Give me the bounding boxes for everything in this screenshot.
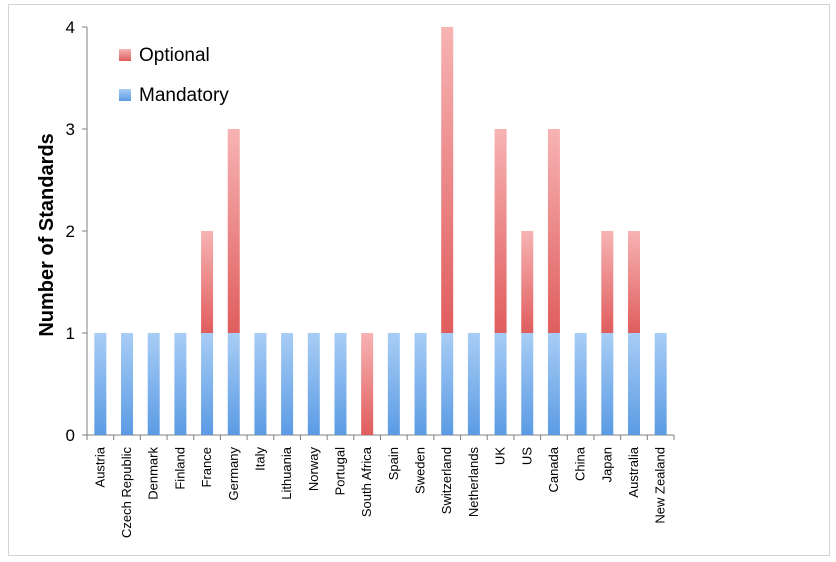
x-tick-label: Spain xyxy=(386,447,401,480)
bar-mandatory xyxy=(627,333,640,435)
bar-mandatory xyxy=(334,333,347,435)
x-tick-label: New Zealand xyxy=(653,447,668,524)
bar-mandatory xyxy=(147,333,160,435)
bar-mandatory xyxy=(174,333,187,435)
bar-optional xyxy=(494,129,507,333)
x-tick-label: Germany xyxy=(226,447,241,501)
x-tick-label: Denmark xyxy=(146,447,161,500)
x-tick-label: Austria xyxy=(92,446,107,487)
x-tick-label: Lithuania xyxy=(279,446,294,500)
bar-optional xyxy=(601,231,614,333)
x-tick-label: South Africa xyxy=(359,446,374,517)
legend-label-mandatory: Mandatory xyxy=(139,85,229,106)
bar-optional xyxy=(201,231,214,333)
x-tick-label: Norway xyxy=(306,447,321,492)
bar-mandatory xyxy=(467,333,480,435)
bar-mandatory xyxy=(414,333,427,435)
y-tick-label: 4 xyxy=(66,18,75,37)
bar-mandatory xyxy=(307,333,320,435)
legend: Optional Mandatory xyxy=(119,45,229,106)
bar-mandatory xyxy=(201,333,214,435)
bar-mandatory xyxy=(227,333,240,435)
bar-mandatory xyxy=(254,333,267,435)
x-tick-label: Canada xyxy=(546,446,561,492)
bar-mandatory xyxy=(281,333,294,435)
bar-optional xyxy=(547,129,560,333)
x-tick-label: Italy xyxy=(252,447,267,471)
y-tick-label: 2 xyxy=(66,222,75,241)
x-tick-label: Sweden xyxy=(413,447,428,494)
legend-swatch-mandatory xyxy=(119,89,131,101)
x-tick-label: UK xyxy=(493,447,508,465)
x-tick-label: US xyxy=(519,447,534,465)
bar-mandatory xyxy=(547,333,560,435)
x-tick-label: Portugal xyxy=(332,447,347,496)
legend-label-optional: Optional xyxy=(139,45,210,66)
x-tick-label: France xyxy=(199,447,214,487)
bar-mandatory xyxy=(121,333,134,435)
x-tick-labels: Austria Czech Republic Denmark Finland Franc… xyxy=(92,446,667,538)
bar-mandatory xyxy=(441,333,454,435)
x-tick-label: Netherlands xyxy=(466,447,481,518)
x-tick-label: Czech Republic xyxy=(119,447,134,539)
stacked-bar-chart: Austria Czech Republic Denmark Finland Franc… xyxy=(36,18,675,538)
bar-mandatory xyxy=(494,333,507,435)
y-tick-label: 1 xyxy=(66,324,75,343)
bar-mandatory xyxy=(387,333,400,435)
x-tick-label: Switzerland xyxy=(439,447,454,514)
y-tick-label: 3 xyxy=(66,120,75,139)
x-tick-label: Australia xyxy=(626,446,641,497)
x-tick-label: China xyxy=(573,446,588,481)
bar-optional xyxy=(521,231,534,333)
bar-mandatory xyxy=(521,333,534,435)
y-tick-label: 0 xyxy=(66,426,75,445)
y-axis-label: Number of Standards xyxy=(36,133,58,336)
bar-optional xyxy=(227,129,240,333)
bar-mandatory xyxy=(654,333,667,435)
bar-mandatory xyxy=(94,333,107,435)
chart-frame: Austria Czech Republic Denmark Finland Franc… xyxy=(8,4,830,556)
bar-optional xyxy=(441,27,454,333)
x-tick-label: Japan xyxy=(599,447,614,482)
bar-optional xyxy=(627,231,640,333)
x-tick-label: Finland xyxy=(172,447,187,490)
bars xyxy=(94,27,667,435)
bar-mandatory xyxy=(601,333,614,435)
legend-swatch-optional xyxy=(119,49,131,61)
bar-optional xyxy=(361,333,374,435)
y-tick-labels: 0 1 2 3 4 xyxy=(66,18,75,445)
bar-mandatory xyxy=(574,333,587,435)
